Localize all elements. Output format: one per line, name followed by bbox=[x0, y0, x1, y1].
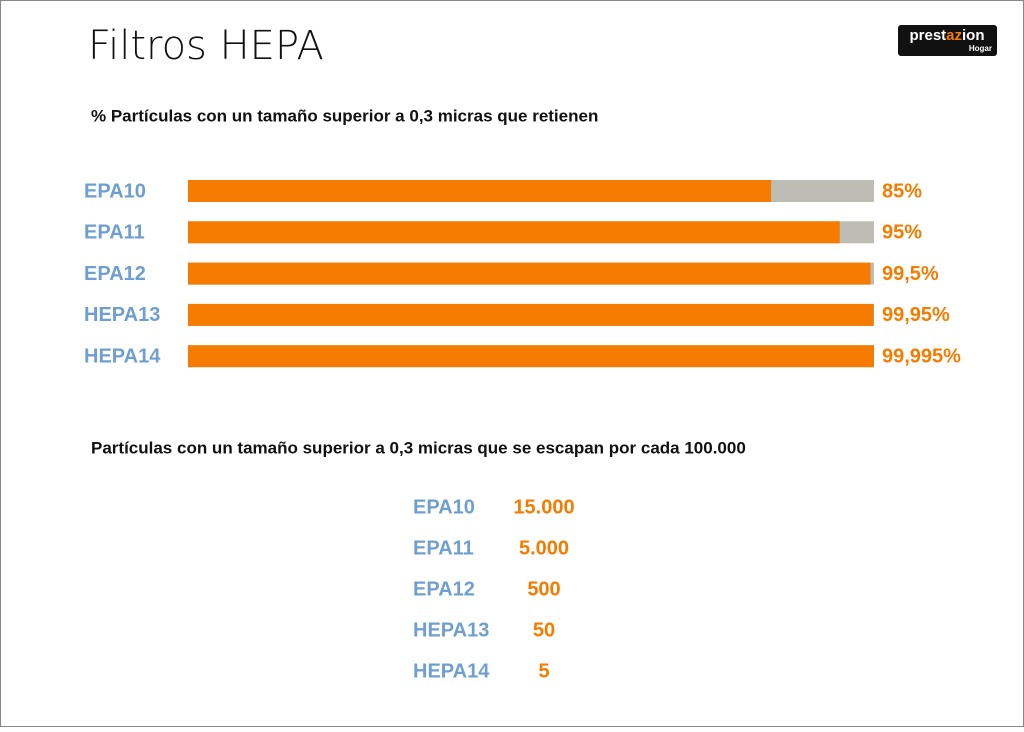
table-title: Partículas con un tamaño superior a 0,3 … bbox=[91, 438, 746, 457]
value-label: 99,995% bbox=[882, 345, 961, 367]
logo-part: ion bbox=[962, 27, 985, 44]
row-name: HEPA13 bbox=[413, 619, 489, 641]
bar-chart: EPA10 85% EPA11 95% EPA12 99,5% HEPA13 99,95% HE… bbox=[84, 180, 961, 367]
row-count: 5.000 bbox=[519, 537, 569, 559]
category-label: EPA10 bbox=[84, 180, 146, 202]
chart-title: % Partículas con un tamaño superior a 0,… bbox=[91, 106, 598, 125]
logo-tagline: Hogar bbox=[969, 44, 992, 53]
row-name: EPA11 bbox=[413, 537, 474, 559]
bar bbox=[188, 221, 840, 244]
row-count: 5 bbox=[538, 660, 549, 682]
table: EPA10 15.000 EPA11 5.000 EPA12 500 HEPA13 50 HEP… bbox=[413, 496, 575, 682]
bar bbox=[188, 345, 874, 368]
category-label: HEPA14 bbox=[84, 345, 161, 367]
logo-part: az bbox=[946, 27, 962, 44]
page-title: Filtros HEPA bbox=[88, 23, 324, 69]
value-label: 85% bbox=[882, 180, 922, 202]
row-count: 15.000 bbox=[513, 496, 574, 518]
logo-box bbox=[898, 25, 997, 56]
row-count: 50 bbox=[533, 619, 555, 641]
value-label: 99,5% bbox=[882, 263, 939, 285]
value-label: 99,95% bbox=[882, 304, 950, 326]
category-label: EPA11 bbox=[84, 222, 145, 244]
category-label: EPA12 bbox=[84, 263, 146, 285]
row-name: EPA10 bbox=[413, 496, 475, 518]
logo: prestazion bbox=[909, 27, 984, 44]
bar bbox=[188, 180, 772, 202]
row-count: 500 bbox=[527, 578, 560, 600]
row-name: EPA12 bbox=[413, 578, 475, 600]
bar bbox=[188, 303, 874, 326]
category-label: HEPA13 bbox=[84, 304, 160, 326]
value-label: 95% bbox=[882, 222, 922, 244]
logo-part: prest bbox=[909, 27, 946, 44]
row-name: HEPA14 bbox=[413, 660, 490, 682]
bar bbox=[188, 262, 871, 285]
